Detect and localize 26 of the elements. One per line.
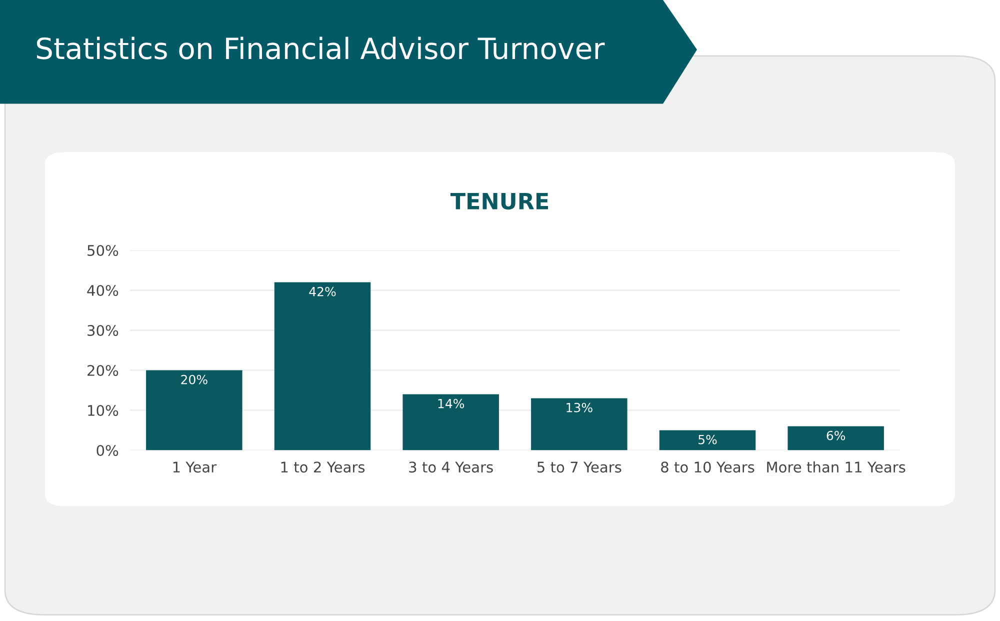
- bar: [659, 430, 756, 450]
- data-label: 42%: [309, 286, 336, 296]
- bar: [788, 426, 884, 450]
- data-label: 14%: [438, 398, 464, 408]
- y-tick-label: 50%: [88, 244, 118, 256]
- bar: [531, 398, 628, 450]
- x-tick-label: 5 to 7 Years: [538, 462, 622, 473]
- y-tick-label: 30%: [88, 324, 118, 336]
- chart-title: Statistics on Financial Advisor Turnover: [36, 36, 605, 60]
- data-label: 13%: [566, 402, 592, 412]
- y-tick-label: 20%: [88, 364, 118, 376]
- y-tick-label: 0%: [96, 444, 118, 456]
- bar: [146, 370, 242, 450]
- bar: [274, 282, 371, 450]
- x-tick-label: 1 to 2 Years: [281, 462, 365, 473]
- y-tick-label: 40%: [87, 284, 118, 296]
- x-tick-label: More than 11 Years: [767, 461, 906, 473]
- data-label: 20%: [181, 374, 208, 384]
- bar: [402, 394, 499, 450]
- chart-subtitle: TENURE: [450, 193, 548, 210]
- y-tick-label: 10%: [88, 404, 118, 416]
- x-tick-label: 3 to 4 Years: [409, 462, 493, 473]
- x-tick-label: 1 Year: [173, 462, 217, 473]
- data-label: 6%: [826, 430, 846, 440]
- x-tick-label: 8 to 10 Years: [661, 462, 754, 473]
- data-label: 5%: [698, 434, 717, 444]
